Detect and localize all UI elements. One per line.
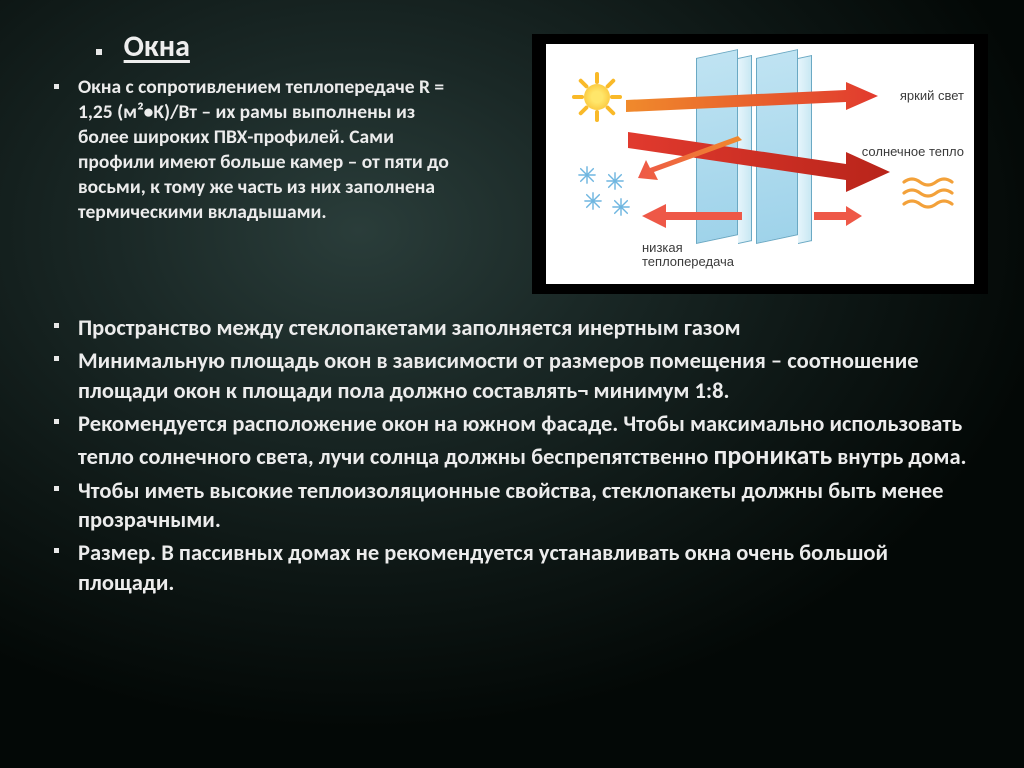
arrows-overlay-icon	[546, 44, 974, 284]
intro-text: Окна с сопротивлением теплопередаче R = …	[78, 75, 449, 224]
bullet-text: Размер. В пассивных домах не рекомендует…	[78, 540, 888, 596]
title-bullet-icon	[96, 49, 102, 55]
label-low-transfer-1: низкая	[642, 240, 683, 255]
bullet-item-3: Рекомендуется расположение окон на южном…	[36, 410, 988, 473]
bullet-text-part-c: внутрь дома.	[832, 444, 966, 471]
bullet-text: Минимальную площадь окон в зависимости о…	[78, 348, 919, 404]
label-low-transfer-2: теплопередача	[642, 254, 734, 269]
main-bullets: Пространство между стеклопакетами заполн…	[36, 314, 988, 598]
intro-bullets: Окна с сопротивлением теплопередаче R = …	[36, 75, 466, 225]
bullet-text: Пространство между стеклопакетами заполн…	[78, 315, 741, 342]
label-bright-light: яркий свет	[900, 88, 964, 103]
bullet-text: Чтобы иметь высокие теплоизоляционные св…	[78, 478, 944, 534]
lower-bullets-block: Пространство между стеклопакетами заполн…	[36, 314, 988, 598]
label-solar-heat: солнечное тепло	[862, 144, 964, 159]
left-column: Окна Окна с сопротивлением теплопередаче…	[36, 28, 466, 294]
diagram-canvas: яркий свет солнечное тепло низкая теплоп…	[546, 44, 974, 284]
window-heat-diagram: яркий свет солнечное тепло низкая теплоп…	[532, 34, 988, 294]
intro-bullet-item: Окна с сопротивлением теплопередаче R = …	[36, 75, 466, 225]
bullet-item-5: Размер. В пассивных домах не рекомендует…	[36, 539, 988, 598]
bullet-item-1: Пространство между стеклопакетами заполн…	[36, 314, 988, 343]
bullet-text-emphasis: проникать	[713, 439, 832, 471]
top-row: Окна Окна с сопротивлением теплопередаче…	[36, 28, 988, 294]
bullet-item-2: Минимальную площадь окон в зависимости о…	[36, 347, 988, 406]
slide-title: Окна	[124, 28, 190, 65]
title-block: Окна	[36, 28, 466, 65]
diagram-wrap: яркий свет солнечное тепло низкая теплоп…	[486, 28, 988, 294]
bullet-item-4: Чтобы иметь высокие теплоизоляционные св…	[36, 477, 988, 536]
